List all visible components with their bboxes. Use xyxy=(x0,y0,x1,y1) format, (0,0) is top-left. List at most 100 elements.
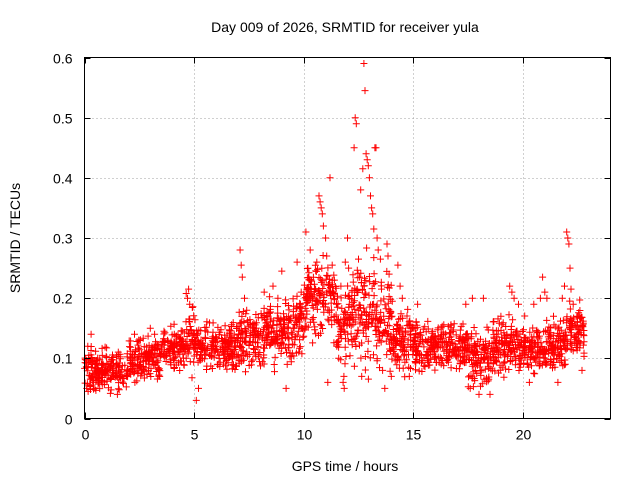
data-point xyxy=(535,343,543,351)
data-point xyxy=(412,366,419,374)
data-point xyxy=(563,228,571,236)
data-point xyxy=(486,390,494,398)
data-point xyxy=(216,362,224,370)
data-point xyxy=(292,333,300,341)
data-point xyxy=(540,354,548,362)
data-point xyxy=(319,299,326,307)
data-point xyxy=(513,327,521,335)
data-point xyxy=(412,342,420,350)
data-point xyxy=(410,323,418,331)
data-point xyxy=(501,358,509,366)
data-point xyxy=(438,322,446,330)
data-point xyxy=(114,385,122,393)
data-point xyxy=(381,301,389,309)
data-point xyxy=(447,338,455,346)
data-point xyxy=(364,337,372,345)
data-point xyxy=(365,174,373,182)
data-point xyxy=(521,312,529,320)
data-point xyxy=(362,333,370,340)
data-point xyxy=(495,319,503,327)
data-point xyxy=(282,384,290,392)
data-point xyxy=(186,323,194,330)
data-point xyxy=(211,347,219,355)
data-point xyxy=(440,321,448,329)
data-point xyxy=(358,372,366,380)
data-point xyxy=(92,347,100,355)
data-point xyxy=(213,334,221,342)
data-point xyxy=(237,326,245,334)
data-point xyxy=(523,354,531,362)
data-point xyxy=(474,358,482,366)
data-point xyxy=(526,342,534,350)
data-point xyxy=(280,316,288,324)
data-point xyxy=(172,352,180,360)
data-point xyxy=(544,338,552,346)
data-point xyxy=(293,258,301,266)
data-point xyxy=(319,325,327,332)
data-point xyxy=(394,337,402,344)
data-point xyxy=(235,308,243,316)
data-point xyxy=(472,330,480,338)
data-point xyxy=(235,357,243,365)
data-point xyxy=(389,326,397,333)
data-point xyxy=(520,360,528,368)
data-point xyxy=(403,312,411,320)
data-point xyxy=(363,156,371,164)
data-point xyxy=(255,334,263,342)
data-point xyxy=(504,340,512,348)
data-point xyxy=(515,300,522,308)
data-point xyxy=(496,361,504,369)
data-point xyxy=(424,317,432,325)
data-point xyxy=(309,339,317,347)
data-point xyxy=(251,338,259,346)
data-point xyxy=(376,255,384,263)
data-point xyxy=(242,333,250,341)
data-point xyxy=(505,311,513,319)
data-point xyxy=(109,365,117,373)
data-point xyxy=(405,318,413,326)
data-point xyxy=(370,225,378,233)
data-point xyxy=(156,372,164,380)
data-point xyxy=(193,332,201,340)
data-point xyxy=(317,204,325,212)
data-point xyxy=(337,294,345,302)
data-point xyxy=(414,333,422,341)
data-point xyxy=(541,359,549,366)
data-point xyxy=(170,357,178,365)
data-point xyxy=(231,346,239,353)
data-point xyxy=(159,338,167,346)
data-point xyxy=(245,351,253,358)
data-point xyxy=(319,285,327,292)
data-point xyxy=(113,390,121,398)
data-point xyxy=(360,60,368,67)
data-point xyxy=(182,338,190,346)
data-point xyxy=(432,352,440,360)
data-point xyxy=(356,273,364,281)
data-point xyxy=(186,315,194,323)
data-point xyxy=(381,384,389,392)
data-point xyxy=(361,353,369,360)
data-point xyxy=(338,304,346,312)
data-point xyxy=(405,363,413,371)
data-point xyxy=(344,234,351,242)
data-point xyxy=(333,300,340,308)
data-point xyxy=(275,315,283,323)
data-point xyxy=(288,334,296,342)
data-point xyxy=(561,360,569,368)
data-point xyxy=(348,288,356,296)
data-point xyxy=(541,288,549,296)
data-point xyxy=(579,323,587,331)
data-point xyxy=(126,359,134,367)
data-point xyxy=(465,334,473,342)
y-axis-title: SRMTID / TECUs xyxy=(7,183,23,293)
data-point xyxy=(135,336,143,344)
data-point xyxy=(327,299,335,307)
data-point xyxy=(521,343,529,351)
data-point xyxy=(222,357,230,365)
data-point xyxy=(234,323,242,331)
data-point xyxy=(463,333,471,341)
data-point xyxy=(190,352,198,360)
data-point xyxy=(364,162,372,170)
